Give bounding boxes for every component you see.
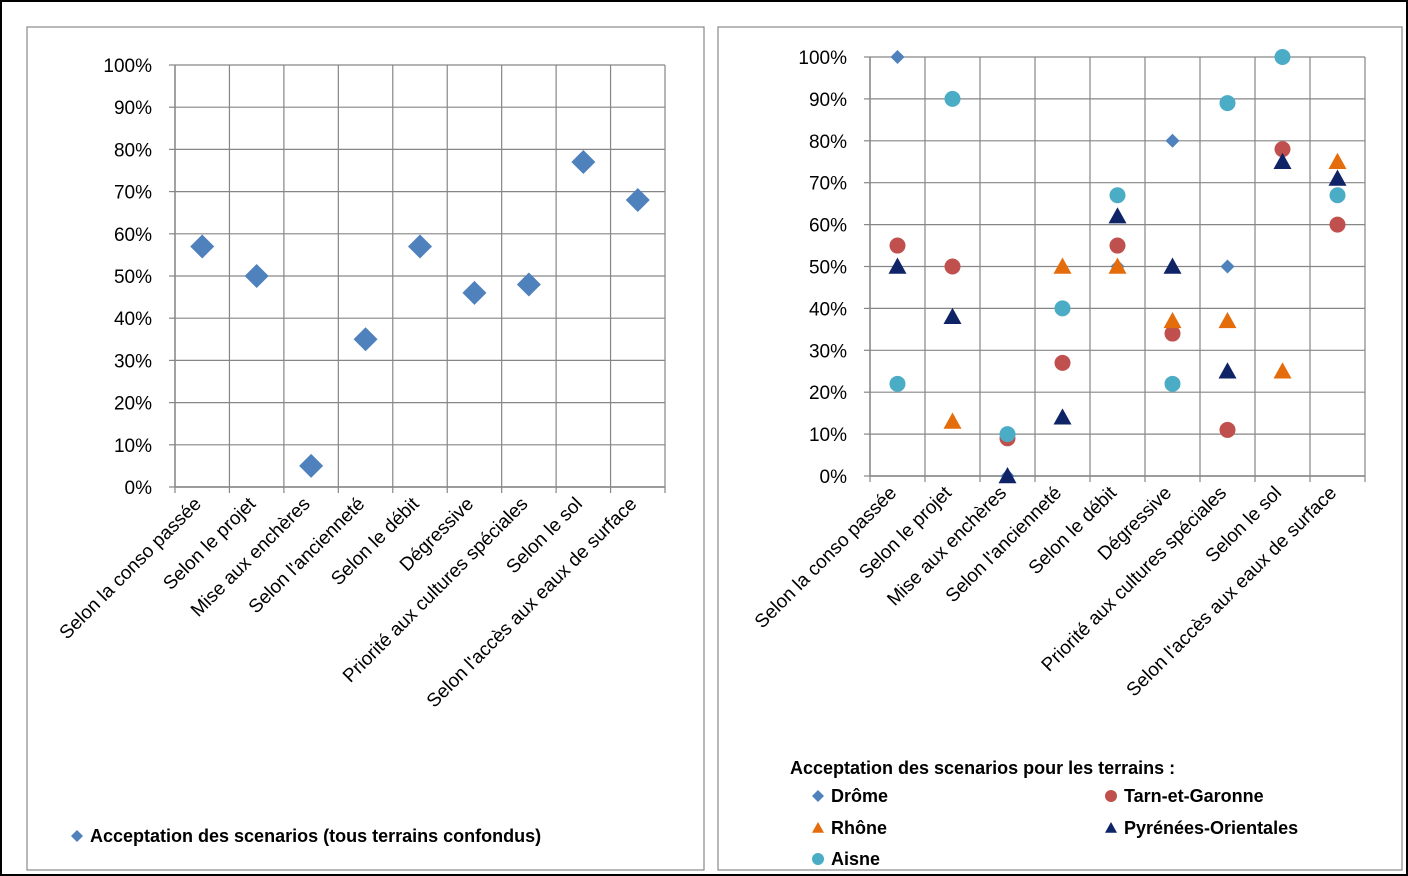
legend-label: Aisne [831, 849, 880, 869]
point-aisne [1164, 375, 1181, 392]
point-rhone [1163, 311, 1182, 329]
y-tick-label: 30% [809, 341, 847, 362]
point-tarn-et-garonne [944, 258, 961, 275]
y-tick-label: 60% [114, 225, 152, 246]
legend-marker [812, 822, 824, 833]
y-tick-label: 50% [114, 267, 152, 288]
y-tick-label: 60% [809, 216, 847, 237]
point-aisne [944, 90, 961, 107]
legend-marker [1105, 790, 1117, 802]
point-aisne [1054, 300, 1071, 317]
point-tarn-et-garonne [889, 237, 906, 254]
legend-label: Pyrénées-Orientales [1124, 818, 1298, 838]
y-tick-label: 10% [809, 425, 847, 446]
point-acceptation-des-scenarios-tous-terrains-confondus [353, 327, 378, 352]
y-tick-label: 40% [114, 309, 152, 330]
point-pyrenees-orientales [1273, 152, 1292, 169]
point-pyrenees-orientales [1108, 207, 1127, 224]
point-rhone [1273, 362, 1292, 379]
point-rhone [1108, 257, 1127, 274]
point-aisne [1109, 187, 1126, 204]
legend-marker [71, 830, 83, 842]
legend-label: Acceptation des scenarios (tous terrains… [90, 826, 541, 846]
legend-marker [812, 790, 824, 802]
y-tick-label: 50% [809, 258, 847, 279]
y-tick-label: 40% [809, 299, 847, 320]
point-drome [890, 50, 905, 64]
legend-label: Tarn-et-Garonne [1124, 786, 1264, 806]
legend-item-pyrenees-orientales: Pyrénées-Orientales [1105, 818, 1298, 838]
point-aisne [1329, 187, 1346, 204]
y-tick-label: 0% [820, 467, 848, 488]
point-acceptation-des-scenarios-tous-terrains-confondus [190, 234, 215, 259]
point-acceptation-des-scenarios-tous-terrains-confondus [299, 453, 324, 478]
point-acceptation-des-scenarios-tous-terrains-confondus [571, 150, 596, 175]
point-pyrenees-orientales [1218, 362, 1237, 379]
legend-label: Drôme [831, 786, 888, 806]
y-tick-label: 70% [809, 174, 847, 195]
point-aisne [889, 375, 906, 392]
point-pyrenees-orientales [1328, 169, 1347, 186]
point-pyrenees-orientales [888, 257, 907, 274]
legend-marker [1105, 822, 1117, 833]
y-tick-label: 10% [114, 436, 152, 457]
point-rhone [1218, 311, 1237, 329]
point-tarn-et-garonne [1109, 237, 1126, 254]
point-acceptation-des-scenarios-tous-terrains-confondus [244, 264, 269, 288]
y-tick-label: 20% [114, 394, 152, 415]
y-tick-label: 70% [114, 183, 152, 204]
point-pyrenees-orientales [998, 467, 1017, 484]
point-tarn-et-garonne [1274, 141, 1291, 158]
point-aisne [1274, 49, 1291, 65]
legend-item-rhone: Rhône [812, 818, 887, 838]
y-tick-label: 20% [809, 383, 847, 404]
y-tick-label: 80% [114, 140, 152, 161]
point-rhone [943, 412, 962, 429]
point-tarn-et-garonne [1219, 421, 1236, 438]
point-rhone [1053, 257, 1072, 274]
chart-area-border [717, 26, 1403, 871]
point-tarn-et-garonne [1164, 325, 1181, 342]
point-pyrenees-orientales [1053, 408, 1072, 425]
legend-item-acceptation-des-scenarios-tous-terrains-confondus: Acceptation des scenarios (tous terrains… [71, 826, 541, 846]
y-tick-label: 30% [114, 351, 152, 372]
y-tick-label: 90% [114, 98, 152, 119]
chart-area-border [26, 26, 705, 871]
point-drome [1165, 133, 1180, 148]
point-acceptation-des-scenarios-tous-terrains-confondus [408, 234, 432, 259]
y-tick-label: 0% [125, 478, 153, 499]
point-aisne [1219, 95, 1236, 112]
point-drome [1220, 259, 1235, 274]
y-tick-label: 100% [103, 56, 152, 77]
point-tarn-et-garonne [1054, 354, 1071, 371]
y-tick-label: 100% [798, 48, 847, 69]
legend-marker [812, 853, 824, 865]
point-acceptation-des-scenarios-tous-terrains-confondus [625, 188, 650, 213]
y-tick-label: 80% [809, 132, 847, 153]
point-rhone [1328, 152, 1347, 169]
legend-item-tarn-et-garonne: Tarn-et-Garonne [1105, 786, 1264, 806]
legend-title: Acceptation des scenarios pour les terra… [790, 758, 1175, 778]
point-acceptation-des-scenarios-tous-terrains-confondus [516, 272, 541, 297]
y-tick-label: 90% [809, 90, 847, 111]
legend-item-aisne: Aisne [812, 849, 880, 869]
legend-item-drome: Drôme [812, 786, 888, 806]
point-pyrenees-orientales [943, 307, 962, 324]
point-tarn-et-garonne [1329, 216, 1346, 233]
point-acceptation-des-scenarios-tous-terrains-confondus [462, 280, 487, 305]
point-pyrenees-orientales [1163, 257, 1182, 274]
point-aisne [999, 426, 1016, 443]
legend-label: Rhône [831, 818, 887, 838]
